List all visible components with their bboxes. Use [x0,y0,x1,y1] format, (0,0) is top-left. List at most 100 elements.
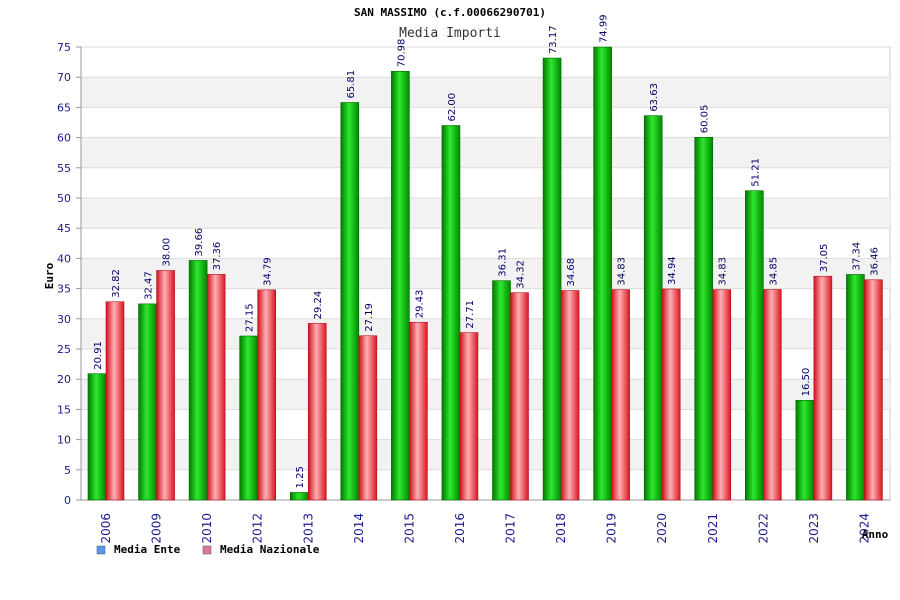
x-tick-label: 2020 [655,513,669,544]
bar-media-nazionale [105,301,125,501]
value-label: 70.98 [396,39,407,68]
value-label: 34.79 [263,257,274,286]
y-tick-label: 5 [64,464,71,477]
value-label: 27.15 [245,303,256,332]
bar-media-ente [239,335,258,501]
y-tick-label: 25 [57,343,71,356]
value-label: 34.68 [566,258,577,287]
bars [87,46,883,501]
legend-label-media-ente: Media Ente [114,543,181,556]
bar-media-nazionale [409,321,428,501]
value-label: 29.24 [313,291,324,320]
plot-band [81,77,890,108]
plot-band [81,137,890,168]
x-tick-label: 2024 [857,513,871,544]
y-axis-label: Euro [43,262,56,289]
value-label: 20.91 [93,341,104,370]
bar-media-nazionale [611,289,630,501]
bar-media-ente [542,57,562,501]
x-axis-label: Anno [862,528,889,541]
x-tick-label: 2016 [453,513,467,544]
y-tick-label: 50 [57,192,71,205]
value-label: 36.46 [869,247,880,276]
value-label: 27.71 [465,300,476,329]
y-tick-label: 60 [57,132,71,145]
y-axis-ticks: 0 5 10 15 20 25 30 35 40 45 50 55 60 65 70 75 [57,41,71,507]
y-tick-label: 40 [57,252,71,265]
plot-band [81,198,890,229]
value-label: 29.43 [414,290,425,319]
value-label: 60.05 [700,105,711,134]
value-label: 36.31 [498,248,509,277]
value-labels: 20.91 32.82 32.47 38.00 39.66 37.36 27.15 34.79… [93,14,880,488]
value-label: 16.50 [801,368,812,397]
y-tick-label: 45 [57,222,71,235]
x-tick-label: 2017 [504,513,518,544]
bar-media-ente [643,115,663,501]
bar-media-nazionale [206,274,226,501]
bar-media-ente [340,102,360,501]
y-tick-label: 0 [64,494,71,507]
bar-media-nazionale [510,292,529,501]
value-label: 37.34 [851,242,862,271]
x-axis-ticks: 2006 2009 2010 2012 2013 2014 2015 2016 2017 2018… [99,513,871,544]
value-label: 74.99 [599,14,610,43]
value-label: 34.83 [718,257,729,286]
bar-media-nazionale [156,270,175,501]
value-label: 1.25 [295,466,306,488]
x-tick-label: 2006 [99,513,113,544]
chart-title: SAN MASSIMO (c.f.00066290701) [354,6,546,19]
bar-media-nazionale [307,323,327,501]
value-label: 37.36 [212,242,223,271]
x-tick-label: 2012 [251,513,265,544]
bar-media-nazionale [358,335,378,501]
legend: Media Ente Media Nazionale [96,543,320,556]
value-label: 37.05 [819,244,830,273]
x-tick-label: 2010 [200,513,214,544]
value-label: 34.85 [768,257,779,286]
x-tick-label: 2009 [150,513,164,544]
y-tick-label: 75 [57,41,71,54]
bar-media-ente [188,260,208,501]
bar-media-nazionale [560,290,580,501]
bar-media-ente [87,373,107,501]
bar-media-ente [694,136,714,501]
legend-swatch-media-nazionale [202,545,212,555]
x-tick-label: 2018 [554,513,568,544]
y-tick-label: 10 [57,434,71,447]
x-tick-label: 2013 [301,513,315,544]
value-label: 38.00 [162,238,173,267]
value-label: 32.82 [111,269,122,298]
value-label: 39.66 [194,228,205,257]
x-tick-label: 2014 [352,513,366,544]
x-tick-label: 2022 [756,513,770,544]
x-tick-label: 2019 [605,513,619,544]
y-tick-label: 70 [57,71,71,84]
bar-media-nazionale [763,289,782,501]
bar-media-ente [745,190,764,501]
bar-media-nazionale [459,332,479,501]
y-tick-label: 55 [57,162,71,175]
value-label: 62.00 [447,93,458,122]
value-label: 34.83 [617,257,628,286]
x-tick-label: 2021 [706,513,720,544]
bar-media-nazionale [813,275,833,501]
bar-media-ente [795,400,815,501]
bar-media-ente [441,125,461,501]
value-label: 65.81 [346,70,357,99]
bar-media-ente [492,280,511,501]
bar-media-nazionale [661,288,681,501]
y-tick-label: 15 [57,403,71,416]
value-label: 32.47 [144,271,155,300]
legend-swatch-media-ente [96,545,106,555]
x-tick-label: 2015 [402,513,416,544]
legend-label-media-nazionale: Media Nazionale [220,543,320,556]
value-label: 27.19 [364,303,375,332]
value-label: 51.21 [750,158,761,187]
y-tick-label: 30 [57,313,71,326]
bar-media-ente [289,492,309,501]
y-tick-label: 35 [57,283,71,296]
y-tick-label: 20 [57,373,71,386]
bar-media-ente [846,274,865,501]
